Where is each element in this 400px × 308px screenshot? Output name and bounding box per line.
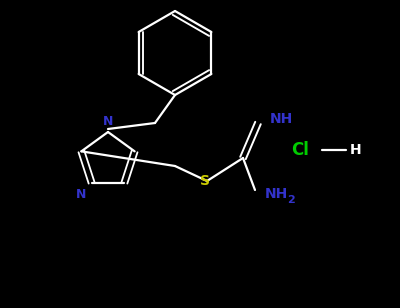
Text: 2: 2 [287, 195, 295, 205]
Text: H: H [350, 143, 362, 157]
Text: Cl: Cl [291, 141, 309, 159]
Text: NH: NH [265, 187, 288, 201]
Text: NH: NH [270, 112, 293, 126]
Text: N: N [103, 115, 113, 128]
Text: S: S [200, 174, 210, 188]
Text: N: N [76, 188, 86, 201]
